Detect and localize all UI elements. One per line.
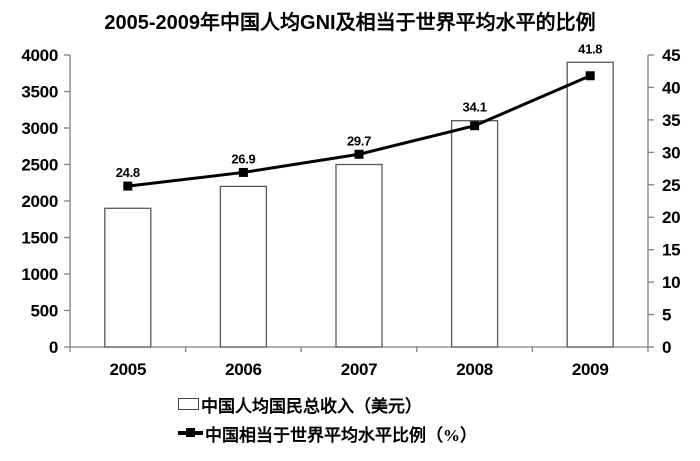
- legend: 中国人均国民总收入（美元） 中国相当于世界平均水平比例（%）: [178, 392, 477, 445]
- left-axis-tick-label: 2500: [21, 156, 58, 175]
- gni-bar: [104, 207, 152, 348]
- chart-title: 2005-2009年中国人均GNI及相当于世界平均水平的比例: [104, 12, 596, 34]
- point-data-label: 24.8: [116, 165, 140, 180]
- line-marker: [354, 149, 364, 159]
- right-axis-tick-label: 5: [662, 306, 671, 325]
- gni-bar: [219, 185, 268, 348]
- left-axis-tick-label: 0: [49, 338, 58, 357]
- left-axis-tick-label: 1000: [21, 265, 58, 284]
- left-axis-tick-label: 3000: [21, 119, 58, 138]
- right-axis-tick-label: 30: [662, 143, 680, 162]
- line-marker: [123, 181, 133, 191]
- point-data-label: 26.9: [231, 151, 255, 166]
- gni-bar: [566, 61, 614, 348]
- point-data-label: 34.1: [463, 100, 487, 115]
- left-axis-tick-label: 4000: [21, 46, 58, 65]
- gni-bar: [335, 163, 383, 348]
- left-axis-tick-label: 2000: [21, 192, 58, 211]
- right-axis-tick-label: 15: [662, 241, 680, 260]
- point-data-label: 41.8: [578, 41, 602, 56]
- x-axis-category-label: 2005: [109, 360, 146, 379]
- right-axis-tick-label: 20: [662, 208, 680, 227]
- plot-area: 4000 3500 3000 2500 2000 1500 1000 500 0 45 40 35 30…: [21, 41, 680, 379]
- line-marker: [585, 71, 595, 81]
- x-axis-category-label: 2007: [341, 360, 378, 379]
- left-axis-tick-label: 3500: [21, 83, 58, 102]
- x-axis-category-label: 2006: [225, 360, 262, 379]
- right-axis-tick-label: 0: [662, 338, 671, 357]
- right-axis-tick-label: 35: [662, 111, 680, 130]
- line-marker: [238, 167, 248, 177]
- left-axis-tick-label: 1500: [21, 229, 58, 248]
- legend-label-gni: 中国人均国民总收入（美元）: [201, 396, 422, 416]
- x-axis-category-label: 2009: [572, 360, 609, 379]
- legend-label-ratio: 中国相当于世界平均水平比例（%）: [205, 425, 477, 445]
- right-axis-tick-label: 45: [662, 46, 680, 65]
- bar-legend-icon: [178, 398, 199, 410]
- line-marker: [470, 121, 480, 131]
- legend-item-ratio: 中国相当于世界平均水平比例（%）: [178, 421, 477, 445]
- legend-item-gni: 中国人均国民总收入（美元）: [178, 392, 477, 416]
- x-axis-category-label: 2008: [456, 360, 493, 379]
- right-axis-tick-label: 10: [662, 273, 680, 292]
- right-axis-tick-label: 25: [662, 176, 680, 195]
- gni-bar: [450, 120, 499, 348]
- left-axis-tick-label: 500: [31, 302, 58, 321]
- line-square-legend-icon: [178, 428, 203, 437]
- point-data-label: 29.7: [347, 133, 371, 148]
- right-axis-tick-label: 40: [662, 78, 680, 97]
